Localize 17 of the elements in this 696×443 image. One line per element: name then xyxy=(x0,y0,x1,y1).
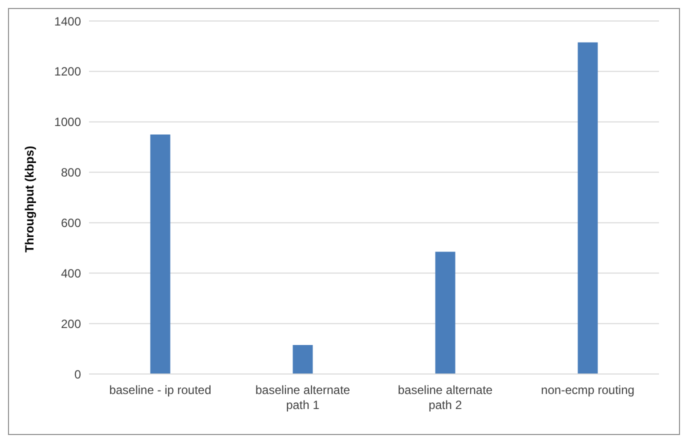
y-tick-label: 600 xyxy=(60,216,82,230)
bar xyxy=(292,345,313,374)
y-axis-title: Throughput (kbps) xyxy=(22,146,36,252)
bar xyxy=(578,42,598,374)
x-tick-label: baseline alternate path 1 xyxy=(255,383,350,412)
bar xyxy=(150,134,170,374)
y-tick-label: 1400 xyxy=(54,14,82,28)
bar xyxy=(435,252,456,374)
x-tick-label: non-ecmp routing xyxy=(541,383,634,397)
y-tick-label: 400 xyxy=(60,266,82,280)
x-tick-label: baseline - ip routed xyxy=(109,383,212,397)
y-tick-label: 0 xyxy=(74,367,82,382)
y-tick-label: 800 xyxy=(60,166,82,180)
y-tick-label: 1200 xyxy=(54,64,82,79)
y-tick-label: 1000 xyxy=(54,115,82,130)
y-tick-label: 200 xyxy=(60,316,82,331)
x-tick-label: baseline alternate path 2 xyxy=(398,383,493,412)
